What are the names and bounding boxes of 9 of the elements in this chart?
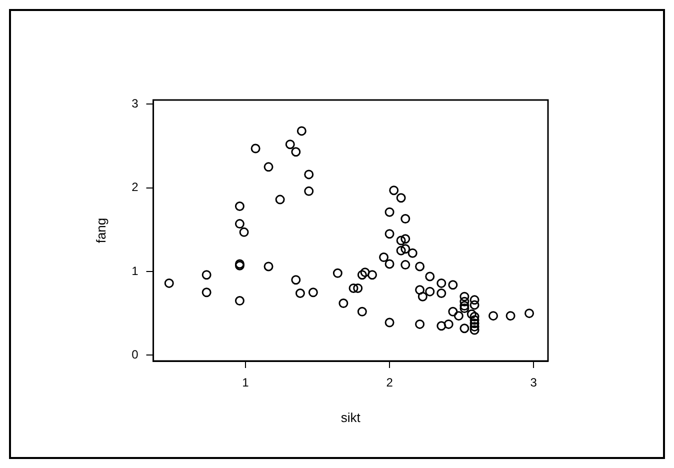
y-axis-title: fang <box>93 218 108 244</box>
x-tick-label: 3 <box>530 376 538 390</box>
y-tick-label: 0 <box>132 347 139 362</box>
y-tick-label: 1 <box>132 264 139 278</box>
x-tick-label: 2 <box>386 376 394 390</box>
x-axis-title: sikt <box>340 410 361 425</box>
x-tick-label: 1 <box>242 376 250 390</box>
y-tick-label: 2 <box>132 180 139 194</box>
y-tick-label: 3 <box>132 96 139 110</box>
